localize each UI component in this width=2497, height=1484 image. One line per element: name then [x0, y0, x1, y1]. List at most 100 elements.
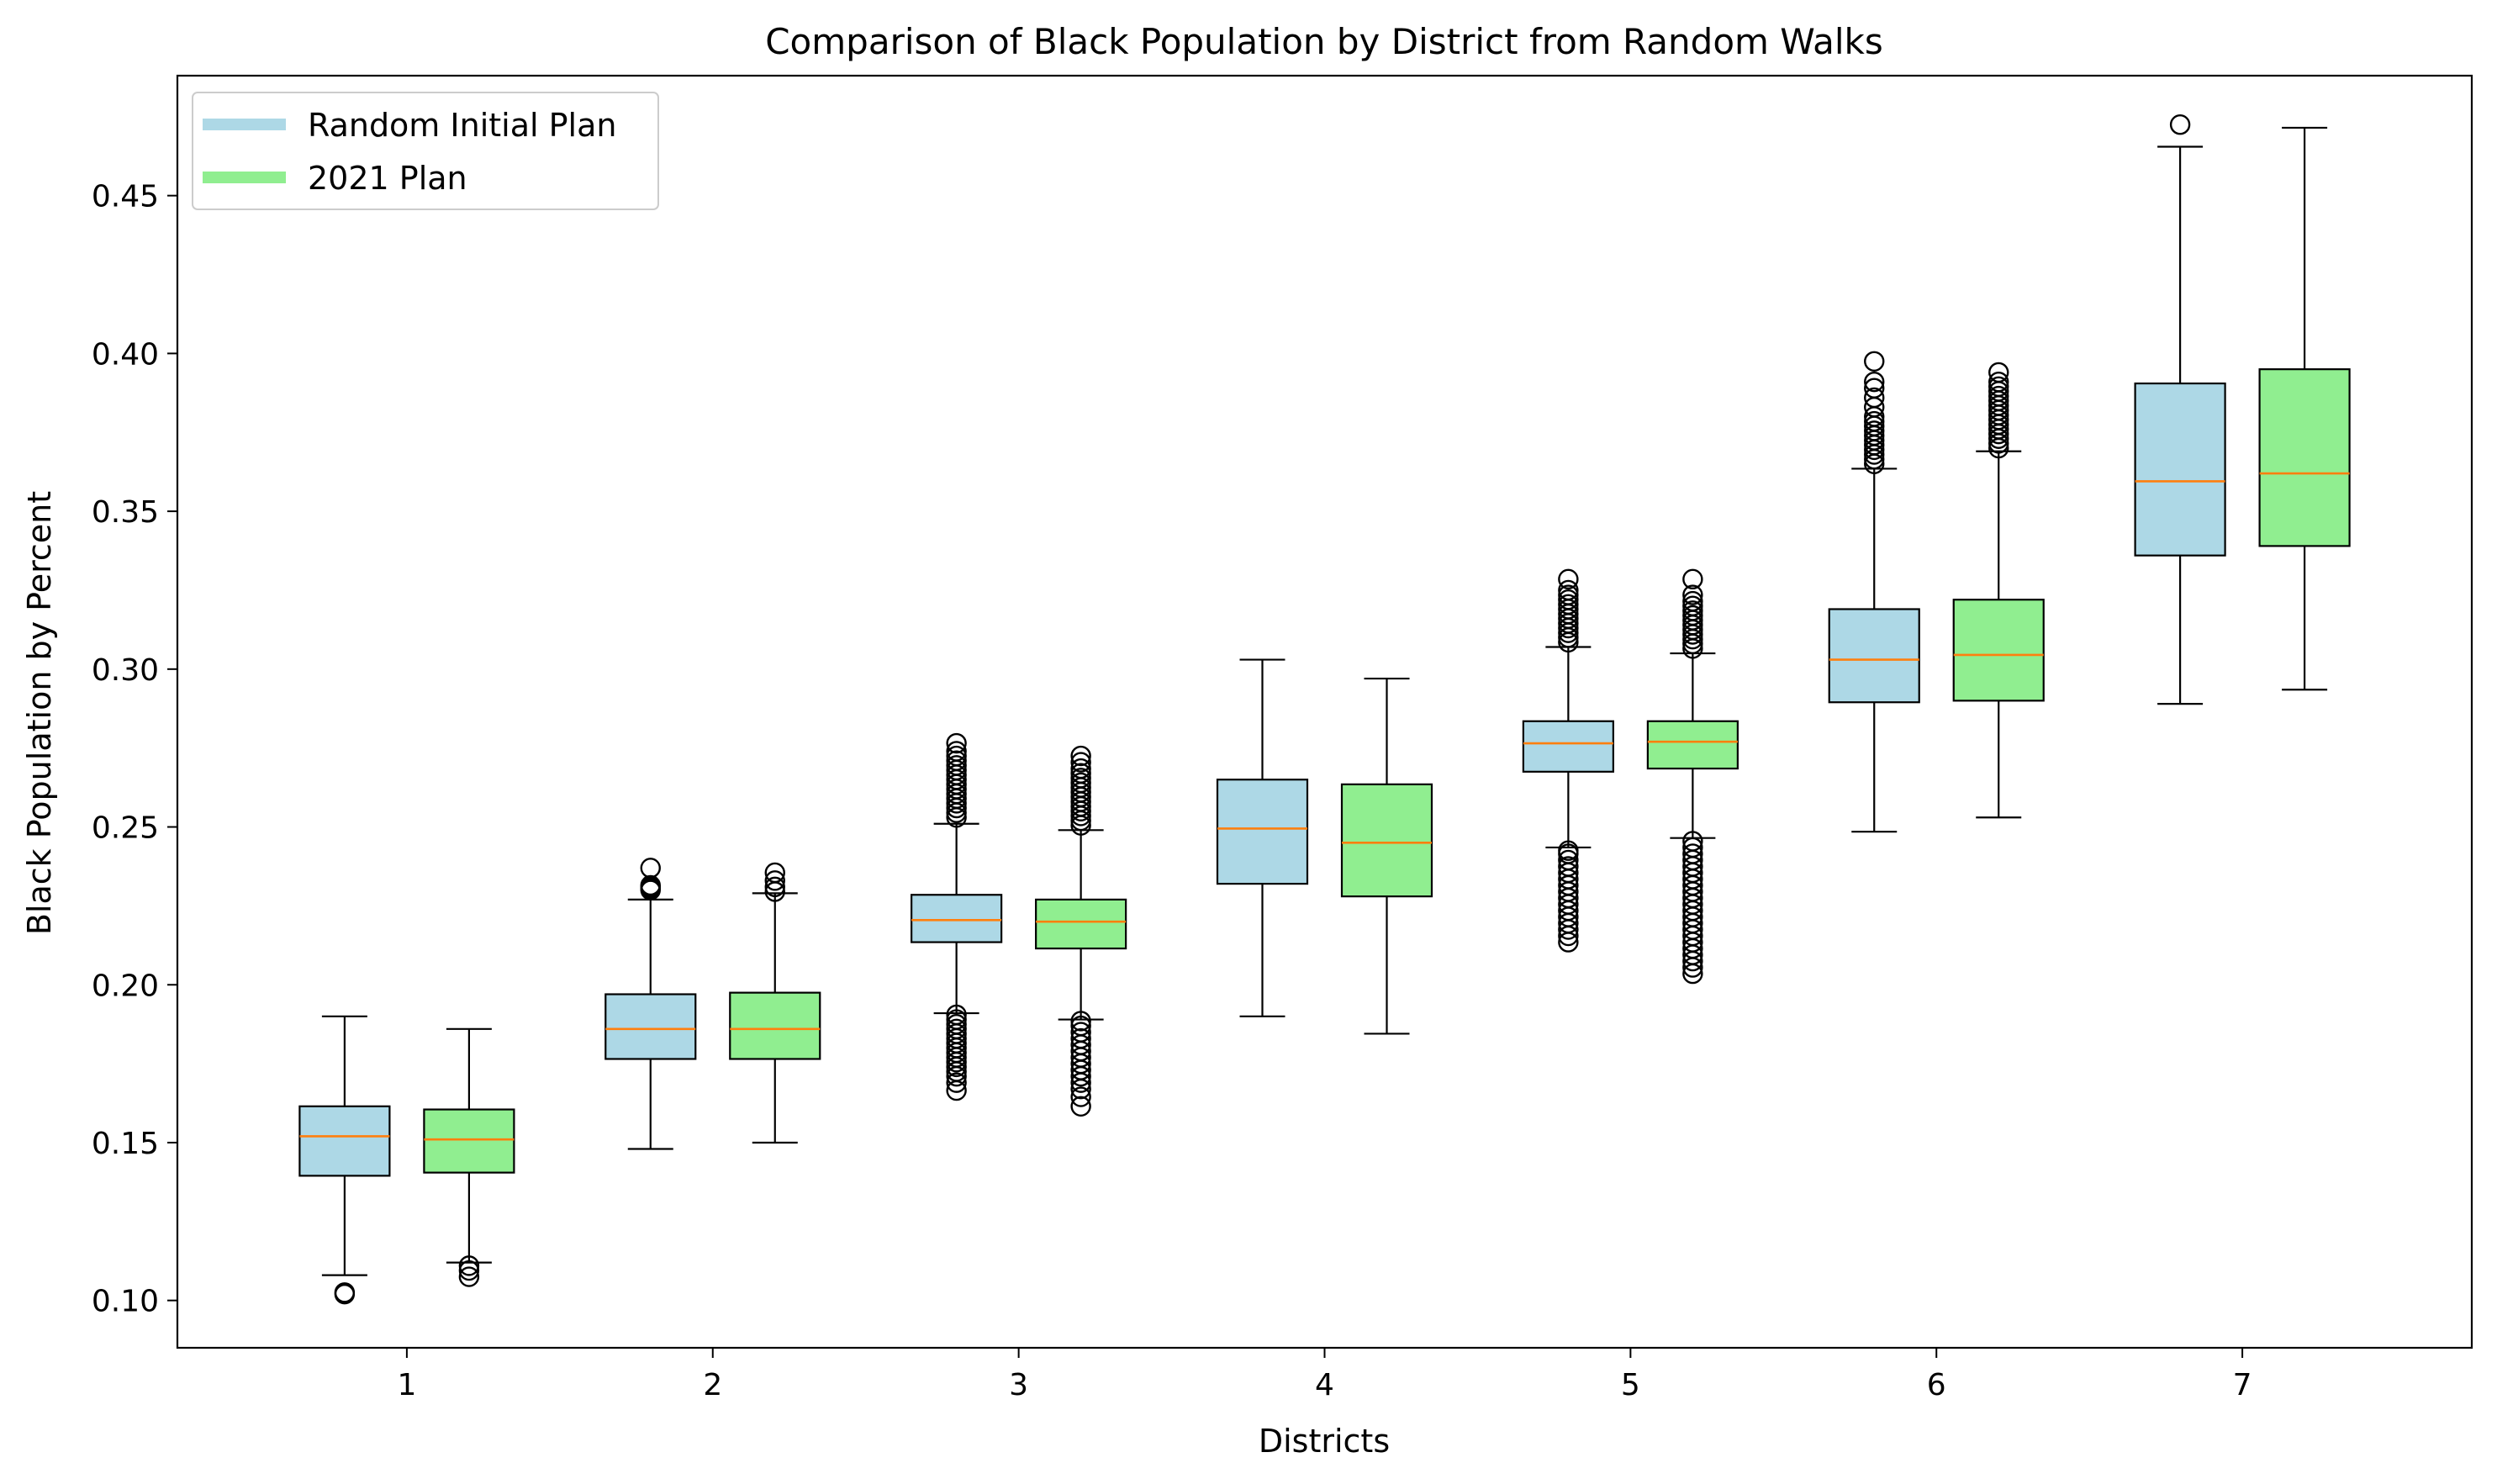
- x-tick-label: 5: [1621, 1368, 1640, 1402]
- outlier-point: [640, 874, 661, 896]
- x-tick-label: 2: [703, 1368, 722, 1402]
- y-tick-label: 0.20: [92, 969, 159, 1003]
- outlier-point: [1682, 584, 1703, 605]
- box-2021-plan-district-1: [423, 1027, 515, 1287]
- outlier-point: [1070, 758, 1091, 779]
- outlier-point: [1682, 831, 1703, 852]
- outlier-point: [1070, 1015, 1091, 1037]
- outlier-point: [458, 1260, 480, 1281]
- legend-frame: [192, 92, 659, 210]
- axes-frame: [176, 74, 2473, 1349]
- y-tick-label: 0.40: [92, 337, 159, 372]
- box-random-initial-plan-district-3: [911, 732, 1003, 1101]
- y-axis-label: Black Population by Percent: [21, 491, 58, 935]
- outlier-point: [946, 1072, 967, 1093]
- legend-label-random-initial-plan: Random Initial Plan: [308, 107, 616, 144]
- x-axis-label: Districts: [1259, 1423, 1390, 1460]
- outlier-point: [1070, 752, 1091, 773]
- outlier-point: [1682, 568, 1703, 590]
- outlier-point: [1070, 1027, 1091, 1049]
- y-tick-label: 0.30: [92, 653, 159, 688]
- outlier-point: [764, 862, 785, 884]
- outlier-point: [946, 741, 967, 762]
- outlier-point: [1070, 1011, 1091, 1032]
- outlier-point: [1682, 590, 1703, 612]
- outlier-point: [946, 755, 967, 776]
- x-tick-label: 1: [397, 1368, 416, 1402]
- outlier-point: [640, 858, 661, 879]
- x-tick-label: 6: [1927, 1368, 1946, 1402]
- outlier-point: [1070, 768, 1091, 789]
- box-iqr: [2134, 382, 2226, 557]
- box-iqr: [423, 1108, 515, 1174]
- outlier-point: [458, 1255, 480, 1276]
- box-random-initial-plan-district-7: [2134, 114, 2226, 705]
- box-2021-plan-district-6: [1952, 362, 2045, 819]
- box-2021-plan-district-2: [729, 862, 821, 1144]
- outlier-point: [1864, 410, 1885, 432]
- legend-label-2021-plan: 2021 Plan: [308, 160, 467, 197]
- outlier-point: [1558, 840, 1579, 861]
- outlier-point: [1682, 595, 1703, 616]
- y-tick-label: 0.45: [92, 180, 159, 214]
- box-iqr: [1828, 608, 1920, 704]
- box-random-initial-plan-district-1: [298, 1015, 391, 1305]
- box-random-initial-plan-district-2: [604, 858, 697, 1150]
- outlier-point: [1682, 600, 1703, 621]
- box-iqr: [2258, 368, 2351, 547]
- outlier-point: [1558, 594, 1579, 615]
- outlier-point: [334, 1282, 356, 1303]
- outlier-point: [1864, 420, 1885, 441]
- outlier-point: [1070, 763, 1091, 784]
- outlier-point: [1070, 772, 1091, 794]
- box-iqr: [1952, 599, 2045, 702]
- box-iqr: [604, 993, 697, 1060]
- outlier-point: [946, 732, 967, 754]
- x-tick-label: 4: [1315, 1368, 1334, 1402]
- outlier-point: [1864, 387, 1885, 409]
- box-iqr: [1522, 720, 1614, 773]
- x-tick-label: 3: [1009, 1368, 1028, 1402]
- outlier-point: [2169, 114, 2191, 135]
- outlier-point: [946, 1004, 967, 1026]
- outlier-point: [1682, 837, 1703, 858]
- box-2021-plan-district-4: [1340, 677, 1433, 1035]
- outlier-point: [1070, 1086, 1091, 1107]
- x-axis: 1 2 3 4 5 6 7: [397, 1348, 2252, 1402]
- outlier-point: [1558, 856, 1579, 877]
- box-2021-plan-district-3: [1035, 745, 1127, 1117]
- outlier-point: [1070, 1096, 1091, 1117]
- outlier-point: [1988, 371, 2009, 393]
- box-2021-plan-district-5: [1646, 568, 1739, 985]
- box-random-initial-plan-district-5: [1522, 568, 1614, 953]
- outlier-point: [458, 1266, 480, 1287]
- chart-title: Comparison of Black Population by Distri…: [765, 21, 1883, 62]
- outlier-point: [1558, 584, 1579, 605]
- y-axis: 0.10 0.15 0.20 0.25 0.30 0.35 0.40 0.45: [92, 180, 177, 1319]
- outlier-point: [1558, 568, 1579, 590]
- outlier-point: [1558, 849, 1579, 871]
- outlier-point: [946, 750, 967, 771]
- y-tick-label: 0.35: [92, 495, 159, 530]
- outlier-point: [946, 1018, 967, 1040]
- outlier-point: [946, 1009, 967, 1030]
- box-iqr: [1216, 779, 1309, 885]
- outlier-point: [1558, 579, 1579, 601]
- outlier-point: [1070, 745, 1091, 767]
- outlier-point: [1682, 843, 1703, 864]
- outlier-point: [1558, 589, 1579, 610]
- outlier-point: [1864, 371, 1885, 393]
- outlier-point: [1988, 362, 2009, 383]
- y-tick-label: 0.25: [92, 811, 159, 846]
- y-tick-label: 0.10: [92, 1285, 159, 1319]
- outlier-point: [764, 870, 785, 891]
- outlier-point: [1988, 385, 2009, 407]
- outlier-point: [946, 745, 967, 767]
- x-tick-label: 7: [2233, 1368, 2252, 1402]
- box-iqr: [1035, 898, 1127, 950]
- legend: Random Initial Plan 2021 Plan: [192, 92, 659, 210]
- box-random-initial-plan-district-4: [1216, 658, 1309, 1017]
- box-random-initial-plan-district-6: [1828, 351, 1920, 833]
- box-iqr: [729, 991, 821, 1060]
